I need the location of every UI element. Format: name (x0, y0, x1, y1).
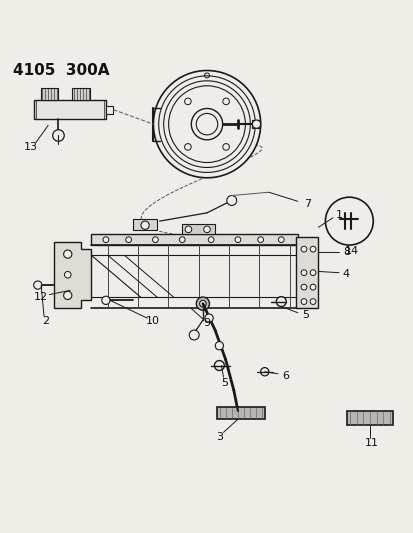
Circle shape (257, 237, 263, 243)
Bar (91, 235, 297, 245)
Text: 4105  300A: 4105 300A (13, 63, 109, 78)
Circle shape (185, 226, 191, 233)
Text: 9: 9 (203, 318, 210, 328)
Text: 13: 13 (24, 142, 37, 152)
Circle shape (191, 109, 222, 140)
Bar (33, 100, 106, 119)
Circle shape (300, 246, 306, 252)
Polygon shape (217, 407, 264, 419)
Polygon shape (347, 411, 392, 425)
Circle shape (196, 114, 217, 135)
Text: 2: 2 (42, 316, 49, 326)
Circle shape (309, 298, 315, 304)
Text: 12: 12 (34, 293, 48, 302)
Circle shape (184, 143, 191, 150)
Circle shape (208, 237, 214, 243)
Text: 11: 11 (364, 438, 378, 448)
Circle shape (300, 284, 306, 290)
Text: 10: 10 (145, 316, 159, 326)
Circle shape (222, 143, 229, 150)
Circle shape (300, 270, 306, 276)
Text: 7: 7 (304, 199, 311, 209)
Text: 8: 8 (343, 247, 350, 257)
Circle shape (260, 368, 268, 376)
Circle shape (278, 237, 283, 243)
Circle shape (33, 281, 42, 289)
Bar (252, 120, 259, 128)
Circle shape (199, 300, 206, 307)
Text: 5: 5 (301, 310, 308, 320)
Circle shape (141, 221, 149, 229)
Circle shape (275, 297, 285, 306)
Bar (72, 88, 90, 100)
Circle shape (235, 237, 240, 243)
Circle shape (325, 197, 373, 245)
Circle shape (179, 237, 185, 243)
Circle shape (184, 98, 191, 104)
Circle shape (196, 297, 209, 310)
Circle shape (226, 196, 236, 205)
Bar (40, 88, 58, 100)
Text: 5: 5 (220, 378, 227, 388)
Circle shape (52, 130, 64, 141)
Text: 1: 1 (335, 210, 342, 220)
Circle shape (214, 361, 224, 370)
Bar (106, 106, 113, 114)
Circle shape (309, 284, 315, 290)
Circle shape (64, 250, 72, 259)
Bar (133, 219, 157, 230)
Circle shape (126, 237, 131, 243)
Circle shape (215, 342, 223, 350)
Bar (295, 237, 318, 308)
Circle shape (153, 70, 260, 178)
Circle shape (204, 314, 213, 322)
Polygon shape (54, 242, 91, 308)
Bar (182, 224, 215, 235)
Text: 4: 4 (342, 269, 349, 279)
Circle shape (64, 271, 71, 278)
Circle shape (252, 120, 260, 128)
Circle shape (152, 237, 158, 243)
Text: 6: 6 (281, 371, 288, 381)
Circle shape (300, 298, 306, 304)
Circle shape (189, 330, 199, 340)
Circle shape (203, 226, 210, 233)
Circle shape (64, 291, 72, 300)
Circle shape (102, 296, 110, 304)
Text: 14: 14 (344, 246, 358, 256)
Circle shape (222, 98, 229, 104)
Circle shape (309, 246, 315, 252)
Circle shape (309, 270, 315, 276)
Circle shape (103, 237, 109, 243)
Text: 3: 3 (215, 432, 222, 442)
